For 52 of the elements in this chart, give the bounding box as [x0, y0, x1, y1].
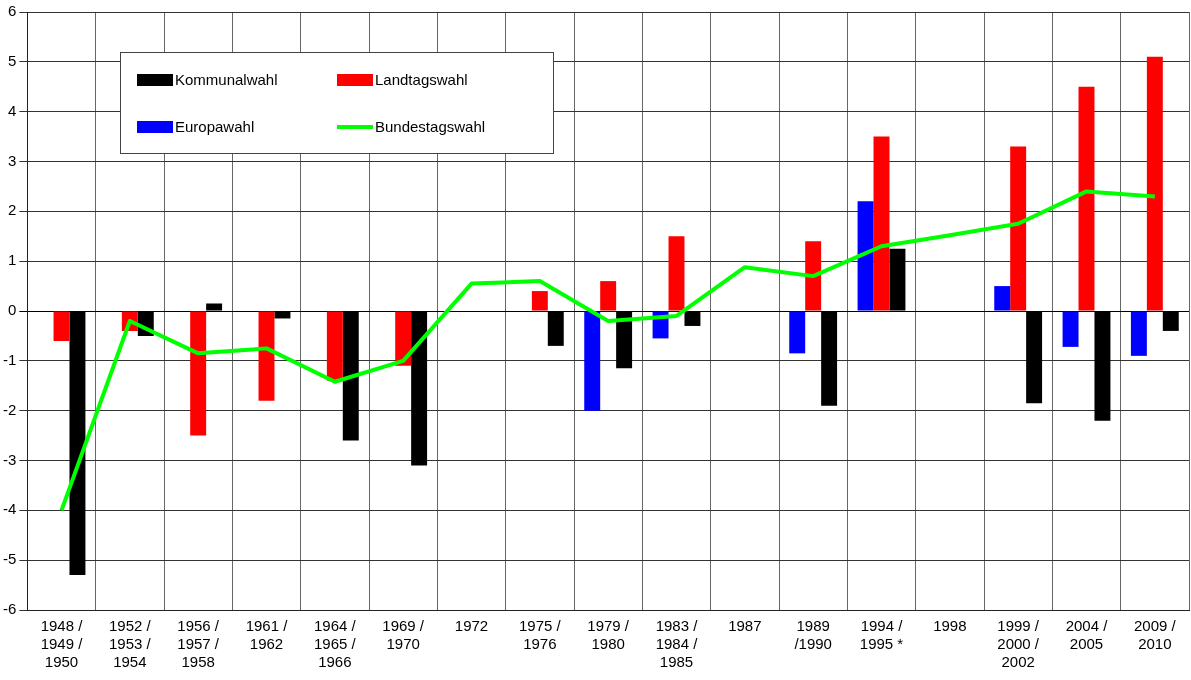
x-tick-label: 1989 /1990: [794, 617, 832, 653]
legend-label: Kommunalwahl: [175, 71, 278, 88]
bar: [584, 311, 601, 411]
y-tick-label: -2: [2, 400, 17, 418]
bar: [326, 311, 343, 381]
y-tick-label: 2: [7, 201, 17, 219]
x-tick-label: 1983 / 1984 / 1985: [655, 617, 699, 671]
bar: [789, 311, 806, 354]
y-tick-label: 0: [7, 301, 17, 319]
x-tick-label: 1975 / 1976: [518, 617, 562, 653]
x-tick-label: 1969 / 1970: [382, 617, 425, 653]
bar: [857, 201, 874, 311]
bar: [1146, 56, 1163, 311]
legend-label: Bundestagswahl: [375, 118, 486, 135]
legend-label: Landtagswahl: [375, 71, 468, 88]
bar: [53, 311, 70, 341]
bar: [531, 291, 548, 311]
y-tick-label: -1: [2, 350, 17, 368]
x-tick-label: 1999 / 2000 / 2002: [997, 617, 1040, 671]
y-tick-label: 1: [7, 251, 17, 269]
bar: [395, 311, 412, 366]
x-tick-label: 1961 / 1962: [245, 617, 289, 653]
legend-label: Europawahl: [175, 118, 255, 135]
bar: [994, 286, 1011, 311]
y-tick-label: 5: [7, 51, 17, 69]
bar: [600, 281, 617, 311]
x-tick-label: 1987: [728, 617, 762, 635]
x-tick-label: 1979 / 1980: [587, 617, 630, 653]
x-tick-label: 1952 / 1953 / 1954: [108, 617, 152, 671]
x-tick-label: 1998: [933, 617, 967, 635]
x-tick-label: 2009 / 2010: [1133, 617, 1177, 653]
bar: [1010, 146, 1027, 311]
bar: [805, 241, 822, 311]
x-tick-label: 1948 / 1949 / 1950: [40, 617, 84, 671]
y-tick-label: -5: [2, 550, 17, 568]
x-tick-label: 1994 / 1995 *: [859, 617, 904, 653]
y-tick-label: 4: [7, 101, 17, 119]
y-tick-label: -6: [2, 600, 17, 618]
bar: [668, 236, 685, 311]
x-tick-label: 1964 / 1965 / 1966: [313, 617, 357, 671]
y-tick-label: 3: [7, 151, 17, 169]
bar: [1130, 311, 1147, 356]
bar: [190, 311, 207, 436]
x-tick-label: 1956 / 1957 / 1958: [177, 617, 220, 671]
y-tick-label: -4: [2, 500, 17, 518]
bar: [1062, 311, 1079, 347]
y-tick-label: -3: [2, 450, 17, 468]
x-tick-label: 1972: [454, 617, 489, 635]
bar: [873, 136, 890, 311]
bar: [1078, 86, 1095, 311]
x-tick-label: 2004 / 2005: [1065, 617, 1109, 653]
y-tick-label: 6: [7, 2, 17, 20]
